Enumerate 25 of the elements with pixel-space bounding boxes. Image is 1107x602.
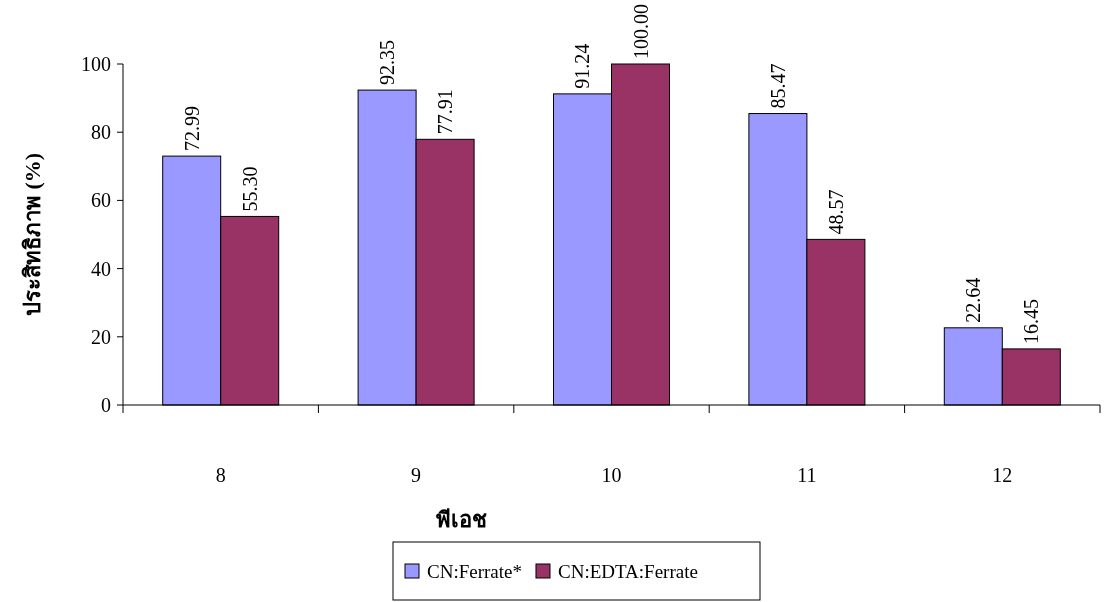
y-tick-label: 0 — [101, 394, 111, 416]
x-tick-label: 10 — [601, 464, 622, 486]
data-label: 77.91 — [434, 89, 457, 135]
data-label: 72.99 — [180, 106, 203, 152]
data-label: 85.47 — [766, 63, 789, 109]
data-label: 91.24 — [571, 43, 594, 89]
legend-label: CN:EDTA:Ferrate — [557, 561, 698, 582]
data-label: 48.57 — [824, 189, 847, 235]
x-axis-title: พีเอช — [436, 507, 487, 532]
legend-label: CN:Ferrate* — [427, 561, 522, 582]
data-label: 100.00 — [629, 4, 652, 59]
y-tick-label: 80 — [91, 121, 111, 144]
data-label: 55.30 — [238, 166, 261, 212]
y-tick-label: 20 — [91, 325, 111, 348]
y-tick-label: 100 — [81, 53, 111, 75]
x-tick-label: 9 — [411, 464, 422, 486]
data-label: 16.45 — [1020, 298, 1043, 344]
x-tick-label: 8 — [215, 464, 226, 486]
data-label: 22.64 — [962, 277, 985, 323]
y-tick-label: 40 — [91, 257, 111, 280]
x-tick-label: 11 — [797, 464, 817, 486]
x-tick-label: 12 — [992, 464, 1013, 486]
data-label: 92.35 — [376, 40, 399, 86]
y-axis-title: ประสิทธิภาพ (%) — [20, 152, 45, 317]
y-tick-label: 60 — [91, 189, 111, 212]
